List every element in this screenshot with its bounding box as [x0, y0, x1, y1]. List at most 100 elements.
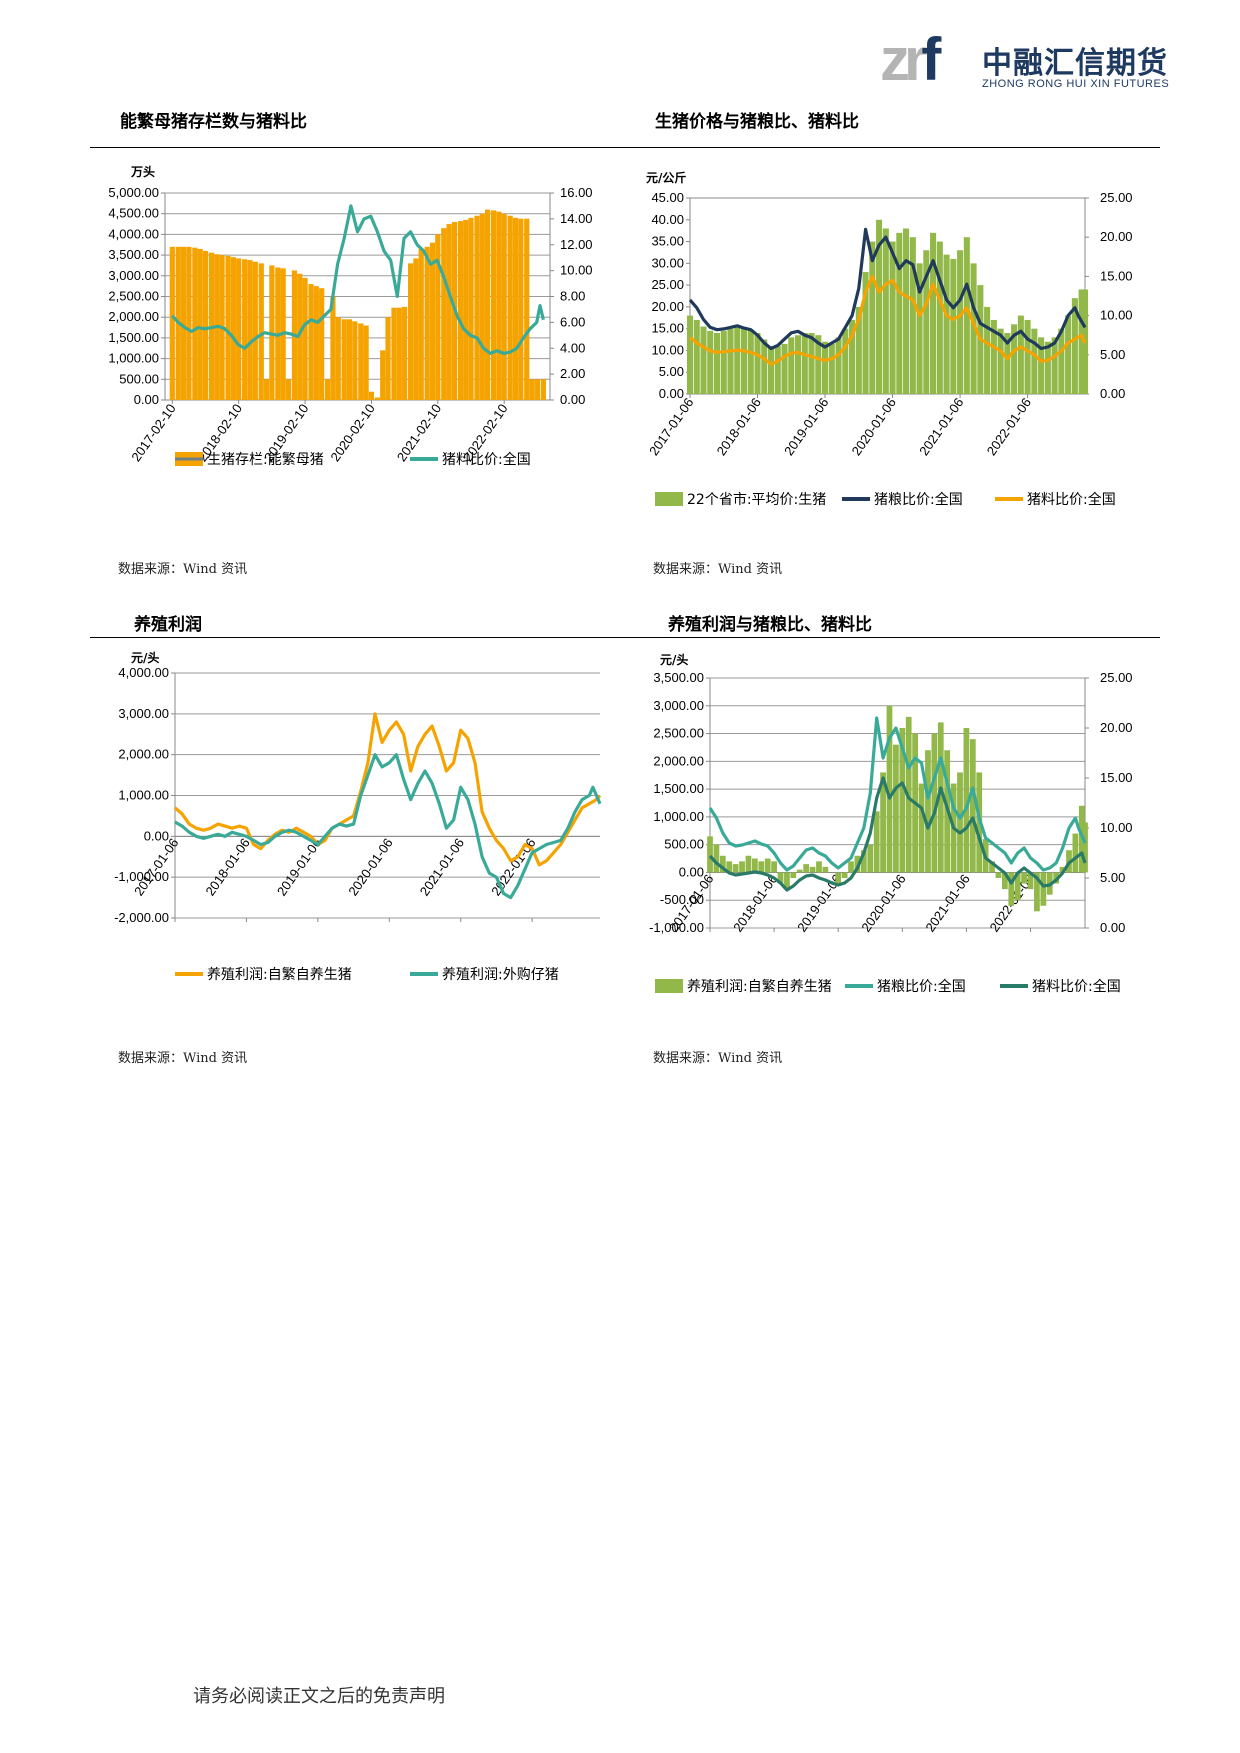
chart-hog-price: 0.00 5.00 10.00 15.00 20.00 25.00 30.00 35.00 40… [630, 158, 1150, 528]
bar [468, 217, 474, 400]
bar [842, 328, 849, 394]
bar [828, 343, 835, 394]
y-tick-label-left: 4,500.00 [108, 206, 159, 221]
chart-svg: 0.00 500.00 1,000.00 1,500.00 2,000.00 2,500.… [108, 164, 593, 468]
bar [761, 339, 768, 394]
y-tick-label-right: 12.00 [560, 237, 593, 252]
bar [841, 872, 848, 878]
bar [889, 241, 896, 394]
bar [529, 379, 535, 400]
bar [1027, 872, 1034, 890]
y-tick-label-left: 0.00 [679, 864, 704, 879]
y-tick-label-left: 3,500.00 [108, 247, 159, 262]
x-tick-label: 2018-01-06 [730, 872, 780, 935]
bar [764, 858, 771, 873]
y-tick-label-right: 14.00 [560, 211, 593, 226]
y-tick-label-right: 4.00 [560, 340, 585, 355]
bar [713, 844, 720, 873]
x-tick-label: 2017-01-06 [646, 395, 696, 458]
legend-label: 养殖利润:自繁自养生猪 [207, 966, 352, 983]
bar [236, 258, 242, 400]
bar [909, 237, 916, 394]
bar [1072, 833, 1079, 873]
bar [1011, 324, 1018, 394]
y-tick-label-left: 1,000.00 [108, 351, 159, 366]
bar [341, 319, 347, 400]
y-axis-unit: 万头 [130, 164, 155, 179]
bar [380, 350, 386, 400]
legend-label: 猪料比价:全国 [1027, 491, 1116, 508]
y-tick-label-left: 500.00 [664, 837, 704, 852]
bar [809, 866, 816, 873]
bar [446, 224, 452, 400]
y-tick-label-right: 10.00 [1100, 820, 1133, 835]
y-tick-label-left: 45.00 [651, 190, 684, 205]
y-tick-label-right: 5.00 [1100, 870, 1125, 885]
series-line [171, 204, 545, 355]
bar [990, 319, 997, 394]
bar [734, 326, 741, 394]
bar [686, 315, 694, 394]
bar [202, 250, 209, 400]
source-note-3: 数据来源：Wind 资讯 [118, 1051, 248, 1066]
bar [969, 739, 976, 873]
bar [1021, 872, 1027, 884]
chart-svg: -2,000.00 -1,000.00 0.00 1,000.00 2,000.00 3,… [114, 650, 602, 983]
divider-top [90, 147, 1160, 148]
bar [396, 307, 402, 400]
legend-label: 养殖利润:自繁自养生猪 [687, 978, 832, 995]
bar [363, 325, 369, 400]
bar [1059, 866, 1066, 873]
y-tick-label-right: 20.00 [1100, 720, 1133, 735]
bar [916, 263, 923, 394]
series-line [708, 776, 1087, 892]
bar [995, 872, 1002, 878]
y-tick-label-right: 5.00 [1100, 347, 1125, 362]
legend-label: 猪粮比价:全国 [877, 978, 966, 995]
bar [950, 258, 957, 394]
bar [923, 250, 930, 394]
bar [777, 872, 784, 884]
bar [197, 248, 203, 400]
legend-swatch [655, 979, 683, 993]
bar [484, 209, 491, 400]
bar [534, 379, 540, 400]
y-tick-label-left: 1,500.00 [108, 330, 159, 345]
bar [501, 213, 507, 400]
y-tick-label-left: 0.00 [134, 392, 159, 407]
bar [1034, 872, 1040, 912]
bar [700, 326, 707, 394]
bar [918, 783, 925, 873]
bar [441, 228, 447, 400]
bar [540, 379, 546, 400]
bar [719, 855, 726, 873]
bar [385, 317, 391, 400]
y-tick-label-right: 6.00 [560, 314, 585, 329]
y-tick-label-left: 10.00 [651, 342, 684, 357]
bar [727, 328, 734, 394]
bar [391, 307, 397, 400]
x-tick-label: 2018-01-06 [714, 395, 764, 458]
y-tick-label-right: 10.00 [1100, 308, 1133, 323]
bar [463, 219, 469, 400]
bar [893, 744, 899, 873]
bar [424, 246, 430, 400]
y-tick-label-left: 35.00 [651, 234, 684, 249]
bar [771, 861, 777, 873]
bar [242, 259, 248, 400]
chart-sow-inventory: 0.00 500.00 1,000.00 1,500.00 2,000.00 2,500.… [95, 158, 615, 528]
bar [313, 286, 319, 400]
bar [297, 273, 303, 400]
y-axis-unit: 元/头 [131, 650, 159, 665]
y-tick-label-left: 1,000.00 [653, 809, 704, 824]
y-tick-label-right: 0.00 [560, 392, 585, 407]
bar [781, 343, 788, 394]
bar [903, 228, 910, 394]
y-tick-label-right: 25.00 [1100, 190, 1133, 205]
bar [873, 811, 880, 873]
bar [263, 379, 270, 400]
bar [435, 234, 441, 400]
series-line [689, 274, 1087, 366]
y-tick-label-left: 1,500.00 [653, 781, 704, 796]
bar [720, 330, 727, 394]
